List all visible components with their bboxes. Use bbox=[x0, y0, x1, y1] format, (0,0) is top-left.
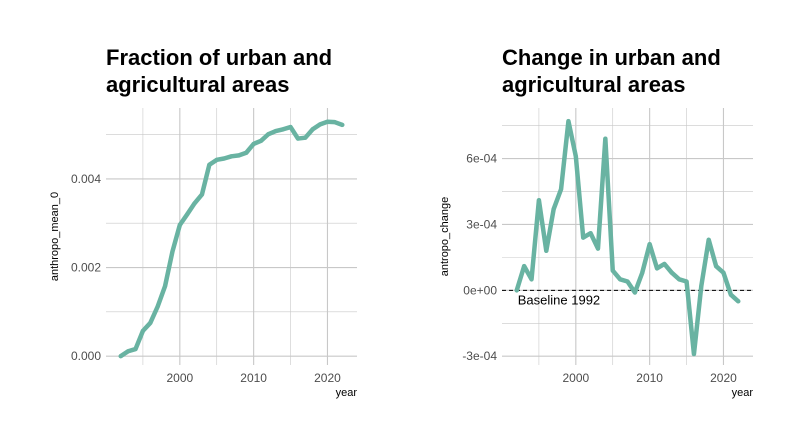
data-point bbox=[610, 268, 615, 273]
data-point bbox=[340, 122, 345, 127]
data-point bbox=[163, 284, 168, 289]
x-tick-label: 2000 bbox=[166, 371, 193, 385]
x-tick-label: 2020 bbox=[710, 371, 737, 385]
line-chart-change: Baseline 1992 2000 2010 2020 -3e-04 0e+00 3e-0… bbox=[439, 108, 754, 399]
data-point bbox=[273, 129, 278, 134]
y-tick-label: 3e-04 bbox=[466, 217, 497, 231]
data-point bbox=[514, 288, 519, 293]
series-line bbox=[514, 118, 741, 357]
data-point bbox=[581, 235, 586, 240]
data-point bbox=[677, 277, 682, 282]
data-point bbox=[251, 141, 256, 146]
data-point bbox=[266, 132, 271, 137]
data-point bbox=[669, 270, 674, 275]
data-point bbox=[536, 198, 541, 203]
data-point bbox=[573, 154, 578, 159]
data-point bbox=[332, 120, 337, 125]
data-point bbox=[192, 201, 197, 206]
y-tick-label: 0e+00 bbox=[463, 283, 497, 297]
data-point bbox=[325, 119, 330, 124]
data-point bbox=[318, 122, 323, 127]
data-point bbox=[236, 153, 241, 158]
data-point bbox=[736, 299, 741, 304]
y-tick-label: 6e-04 bbox=[466, 152, 497, 166]
y-axis-title: anthropo_mean_0 bbox=[49, 192, 61, 281]
data-point bbox=[222, 156, 227, 161]
y-axis-title: antropo_change bbox=[439, 197, 451, 277]
data-point bbox=[714, 264, 719, 269]
data-point bbox=[214, 157, 219, 162]
data-point bbox=[728, 292, 733, 297]
data-point bbox=[655, 266, 660, 271]
chart-panel-fraction: Fraction of urban and agricultural areas… bbox=[49, 45, 358, 399]
data-point bbox=[126, 349, 131, 354]
data-point bbox=[177, 222, 182, 227]
data-point bbox=[544, 248, 549, 253]
data-point bbox=[199, 192, 204, 197]
data-point bbox=[618, 277, 623, 282]
data-point bbox=[303, 135, 308, 140]
data-point bbox=[706, 237, 711, 242]
data-point bbox=[684, 279, 689, 284]
data-point bbox=[625, 279, 630, 284]
data-point bbox=[155, 304, 160, 309]
chart-panel-change: Change in urban and agricultural areas B… bbox=[400, 0, 800, 445]
line-chart-fraction: 2000 2010 2020 0.000 0.002 0.004 year anthropo_… bbox=[49, 108, 358, 399]
data-point bbox=[207, 162, 212, 167]
data-point bbox=[148, 320, 153, 325]
data-point bbox=[281, 127, 286, 132]
data-point bbox=[640, 270, 645, 275]
y-tick-label: 0.000 bbox=[71, 349, 101, 363]
data-point bbox=[566, 119, 571, 124]
data-point bbox=[185, 212, 190, 217]
data-point bbox=[721, 270, 726, 275]
data-point bbox=[529, 277, 534, 282]
x-tick-label: 2010 bbox=[240, 371, 267, 385]
chart-title: Fraction of urban and agricultural areas bbox=[106, 45, 333, 97]
data-point bbox=[588, 231, 593, 236]
data-point bbox=[133, 347, 138, 352]
data-point bbox=[632, 290, 637, 295]
x-tick-label: 2020 bbox=[314, 371, 341, 385]
x-tick-label: 2000 bbox=[562, 371, 589, 385]
data-point bbox=[595, 246, 600, 251]
data-point bbox=[603, 136, 608, 141]
data-point bbox=[699, 283, 704, 288]
data-point bbox=[559, 187, 564, 192]
baseline-annotation: Baseline 1992 bbox=[518, 292, 600, 307]
data-point bbox=[244, 150, 249, 155]
data-point bbox=[288, 125, 293, 130]
x-tick-label: 2010 bbox=[636, 371, 663, 385]
data-point bbox=[647, 242, 652, 247]
data-point bbox=[170, 249, 175, 254]
data-point bbox=[229, 154, 234, 159]
data-point bbox=[691, 352, 696, 357]
chart-title: Change in urban and agricultural areas bbox=[502, 45, 721, 97]
data-point bbox=[259, 138, 264, 143]
data-point bbox=[310, 127, 315, 132]
y-tick-label: 0.004 bbox=[71, 172, 101, 186]
y-tick-label: 0.002 bbox=[71, 261, 101, 275]
x-axis-title: year bbox=[336, 387, 358, 399]
data-point bbox=[118, 354, 123, 359]
y-tick-label: -3e-04 bbox=[462, 349, 497, 363]
data-point bbox=[551, 207, 556, 212]
data-point bbox=[140, 328, 145, 333]
data-point bbox=[295, 136, 300, 141]
x-axis-title: year bbox=[732, 387, 754, 399]
data-point bbox=[522, 264, 527, 269]
data-point bbox=[662, 261, 667, 266]
